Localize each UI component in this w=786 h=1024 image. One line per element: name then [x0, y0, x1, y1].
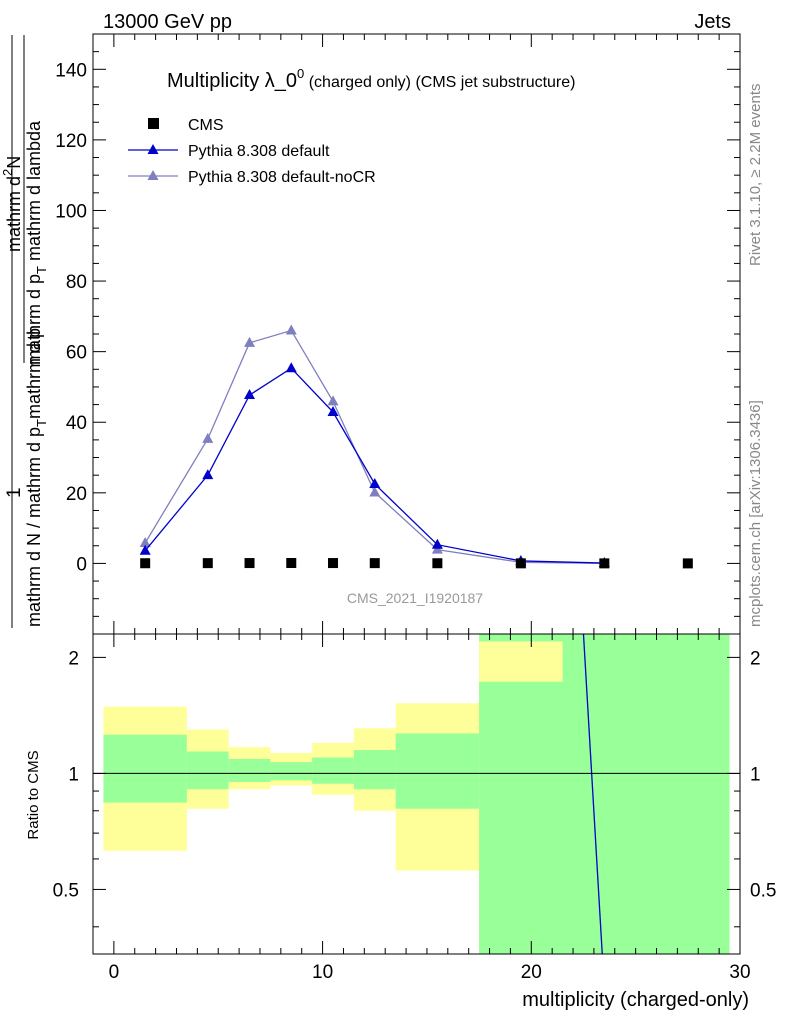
ratio-stat-band: [270, 762, 313, 781]
ratio-xtick-label: 10: [312, 962, 333, 983]
ylabel-inner-num-n: N: [4, 156, 24, 169]
ylabel-inner-numerator: mathrm d2N: [0, 156, 24, 252]
ratio-ytick-label-right: 0.5: [750, 880, 776, 901]
legend-marker-pythia-default: [147, 144, 159, 154]
ratio-ytick-label: 1: [68, 764, 79, 785]
ratio-xtick-label: 0: [109, 962, 120, 983]
ratio-series-group: [582, 633, 603, 955]
ratio-total-band-upper: [479, 641, 563, 682]
main-series-group: [139, 324, 693, 569]
main-ylabel: 1 mathrm d N / mathrm d pTmathrm d p mat…: [0, 35, 49, 628]
legend-marker-pythia-nocr: [147, 170, 159, 180]
ratio-bands: [103, 634, 730, 954]
main-axis-ticks: 0 20 40 60 80 100 120 140: [55, 33, 741, 634]
plot-title-suffix: (charged only) (CMS jet substructure): [304, 74, 575, 91]
legend-marker-cms: [148, 118, 159, 129]
ratio-plot-frame: [92, 633, 741, 955]
series-point-pythia-nocr: [327, 395, 339, 406]
ratio-ylabel: Ratio to CMS: [25, 750, 42, 839]
plot-title-superscript: 0: [297, 66, 304, 81]
series-point-pythia-default: [244, 389, 256, 400]
series-point-cms: [682, 558, 693, 569]
series-point-pythia-default: [202, 469, 214, 480]
series-point-pythia-nocr: [202, 432, 214, 443]
main-ytick-label: 40: [66, 413, 87, 434]
legend: CMS Pythia 8.308 default Pythia 8.308 de…: [128, 117, 376, 186]
series-point-pythia-default: [139, 544, 151, 555]
series-point-cms: [140, 558, 151, 569]
series-point-pythia-default: [431, 538, 443, 549]
main-ytick-label: 0: [76, 554, 87, 575]
ratio-axis-ticks: 0.5 0.51 12 20 10 20 30: [53, 634, 776, 983]
legend-label-pythia-default: Pythia 8.308 default: [188, 143, 330, 160]
series-point-pythia-nocr: [139, 536, 151, 547]
ylabel-inner-den-tail: mathrm d lambda: [24, 120, 44, 266]
ratio-stat-band: [103, 734, 187, 803]
series-point-cms: [515, 558, 526, 569]
ratio-ytick-label-right: 1: [750, 764, 761, 785]
ratio-stat-band: [353, 750, 396, 790]
ylabel-inner-num-sup: 2: [0, 169, 15, 176]
series-point-pythia-nocr: [285, 324, 297, 335]
ylabel-outer-denominator: mathrm d N / mathrm d pTmathrm d p: [24, 328, 49, 627]
series-point-cms: [599, 558, 610, 569]
ylabel-numerator-one: 1: [4, 487, 25, 498]
series-point-pythia-nocr: [244, 336, 256, 347]
series-point-cms: [432, 558, 443, 569]
series-point-cms: [328, 558, 339, 569]
series-point-pythia-default: [369, 478, 381, 488]
header-process-label: 13000 GeV pp: [103, 11, 232, 33]
header-observable-label: Jets: [694, 11, 731, 33]
ratio-ytick-label: 2: [68, 648, 79, 669]
ratio-xtick-label: 20: [521, 962, 542, 983]
main-ytick-label: 120: [55, 131, 87, 152]
ratio-ytick-label-right: 2: [750, 648, 761, 669]
main-ytick-label: 60: [66, 343, 87, 364]
ylabel-inner-den-sub: T: [34, 266, 49, 274]
ratio-panel: 0.5 0.51 12 20 10 20 30 Ratio to CMS multiplic…: [25, 633, 776, 1011]
ratio-line-pythia-default: [582, 633, 603, 955]
plot-title: Multiplicity λ_00 (charged only) (CMS je…: [167, 66, 575, 92]
ratio-stat-band: [228, 758, 271, 783]
main-ytick-label: 20: [66, 484, 87, 505]
ylabel-inner-den-text: mathrm d p: [24, 274, 44, 365]
ratio-ytick-label: 0.5: [53, 880, 79, 901]
ratio-stat-band: [395, 733, 480, 809]
ylabel-outer-den-sub: T: [34, 419, 49, 427]
legend-label-pythia-nocr: Pythia 8.308 default-noCR: [188, 169, 376, 186]
series-point-pythia-default: [327, 406, 339, 416]
main-ytick-label: 80: [66, 272, 87, 293]
mcplots-label: mcplots.cern.ch [arXiv:1306.3436]: [747, 400, 764, 627]
main-ytick-label: 100: [55, 201, 87, 222]
ratio-stat-band: [479, 634, 730, 954]
ratio-xtick-label: 30: [729, 962, 750, 983]
series-point-cms: [244, 558, 255, 569]
series-line-pythia-nocr: [144, 329, 605, 565]
series-point-cms: [202, 558, 213, 569]
plot-title-main: Multiplicity λ_0: [167, 70, 297, 92]
rivet-version-label: Rivet 3.1.10, ≥ 2.2M events: [747, 84, 764, 267]
series-point-pythia-nocr: [369, 486, 381, 497]
ratio-stat-band: [312, 757, 354, 784]
series-line-pythia-default: [144, 367, 605, 564]
series-point-cms: [369, 558, 380, 569]
ratio-stat-band: [186, 751, 229, 790]
series-point-pythia-default: [285, 362, 297, 373]
ylabel-inner-denominator: mathrm d pT mathrm d lambda: [24, 120, 49, 365]
series-point-cms: [286, 557, 297, 568]
ylabel-inner-num-text: mathrm d: [4, 176, 24, 252]
analysis-watermark: CMS_2021_I1920187: [347, 590, 483, 606]
ratio-xlabel: multiplicity (charged-only): [522, 989, 749, 1011]
ylabel-outer-den-text: mathrm d N / mathrm d p: [24, 427, 44, 627]
ylabel-outer-den-tail: mathrm d p: [24, 328, 44, 419]
legend-label-cms: CMS: [188, 117, 224, 134]
main-ytick-label: 140: [55, 60, 87, 81]
